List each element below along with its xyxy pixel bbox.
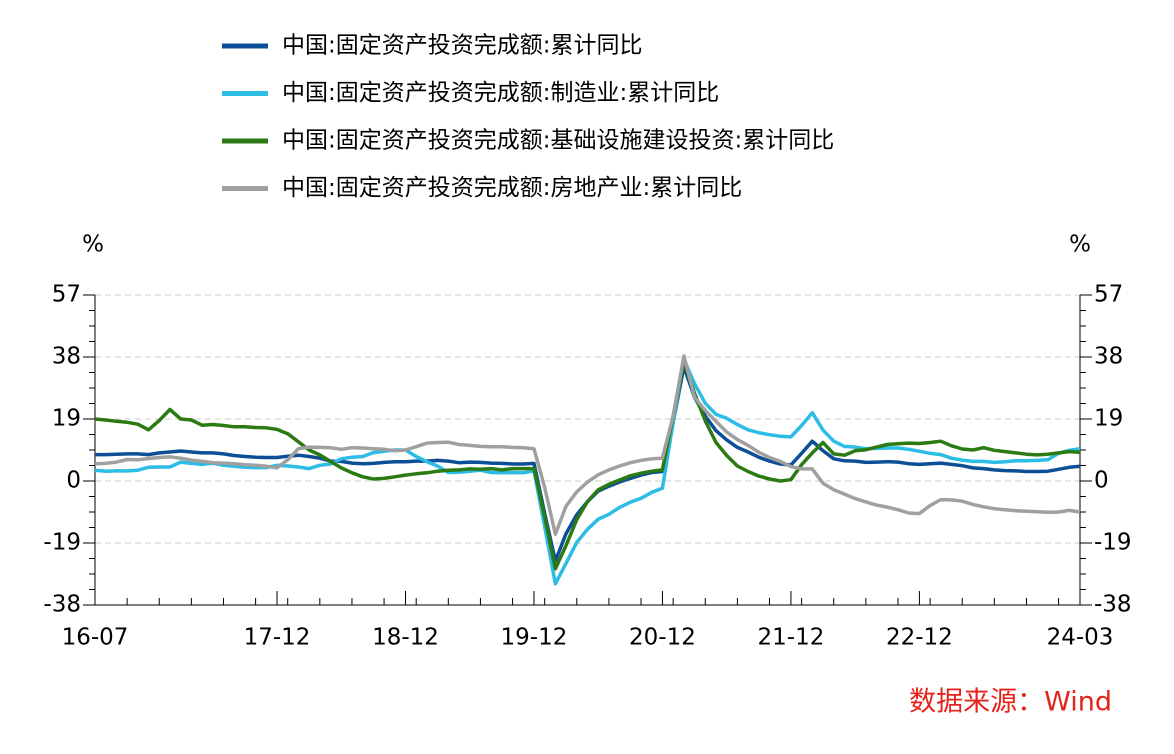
x-tick-label: 18-12 [372, 625, 439, 651]
y2-tick-label: 38 [1094, 344, 1123, 370]
y2-tick-label: -38 [1094, 592, 1132, 618]
y-tick-label: 38 [52, 344, 81, 370]
y-tick-label: -38 [43, 592, 81, 618]
series-line [94, 354, 1081, 536]
x-tick-label: 21-12 [758, 625, 825, 651]
y2-tick-label: 57 [1094, 282, 1123, 308]
x-tick-label: 16-07 [62, 625, 129, 651]
y-unit: % [82, 232, 104, 258]
y2-tick-label: 19 [1094, 406, 1123, 432]
x-tick-label: 20-12 [629, 625, 696, 651]
legend-label: 中国:固定资产投资完成额:制造业:累计同比 [282, 80, 719, 106]
x-tick-label: 24-03 [1047, 625, 1114, 651]
x-tick-label: 17-12 [244, 625, 311, 651]
series-line [94, 359, 1081, 571]
source-note: 数据来源：Wind [909, 687, 1112, 718]
y-tick-label: 19 [52, 406, 81, 432]
y-tick-label: 57 [52, 282, 81, 308]
x-tick-label: 22-12 [886, 625, 953, 651]
legend-label: 中国:固定资产投资完成额:基础设施建设投资:累计同比 [282, 128, 834, 154]
legend-label: 中国:固定资产投资完成额:累计同比 [282, 33, 643, 59]
y2-tick-label: 0 [1094, 468, 1109, 494]
y-tick-label: -19 [43, 530, 81, 556]
legend-label: 中国:固定资产投资完成额:房地产业:累计同比 [282, 175, 742, 201]
y2-tick-label: -19 [1094, 530, 1132, 556]
series-line [94, 357, 1081, 586]
x-tick-label: 19-12 [501, 625, 568, 651]
y-tick-label: 0 [66, 468, 81, 494]
y2-unit: % [1069, 232, 1091, 258]
